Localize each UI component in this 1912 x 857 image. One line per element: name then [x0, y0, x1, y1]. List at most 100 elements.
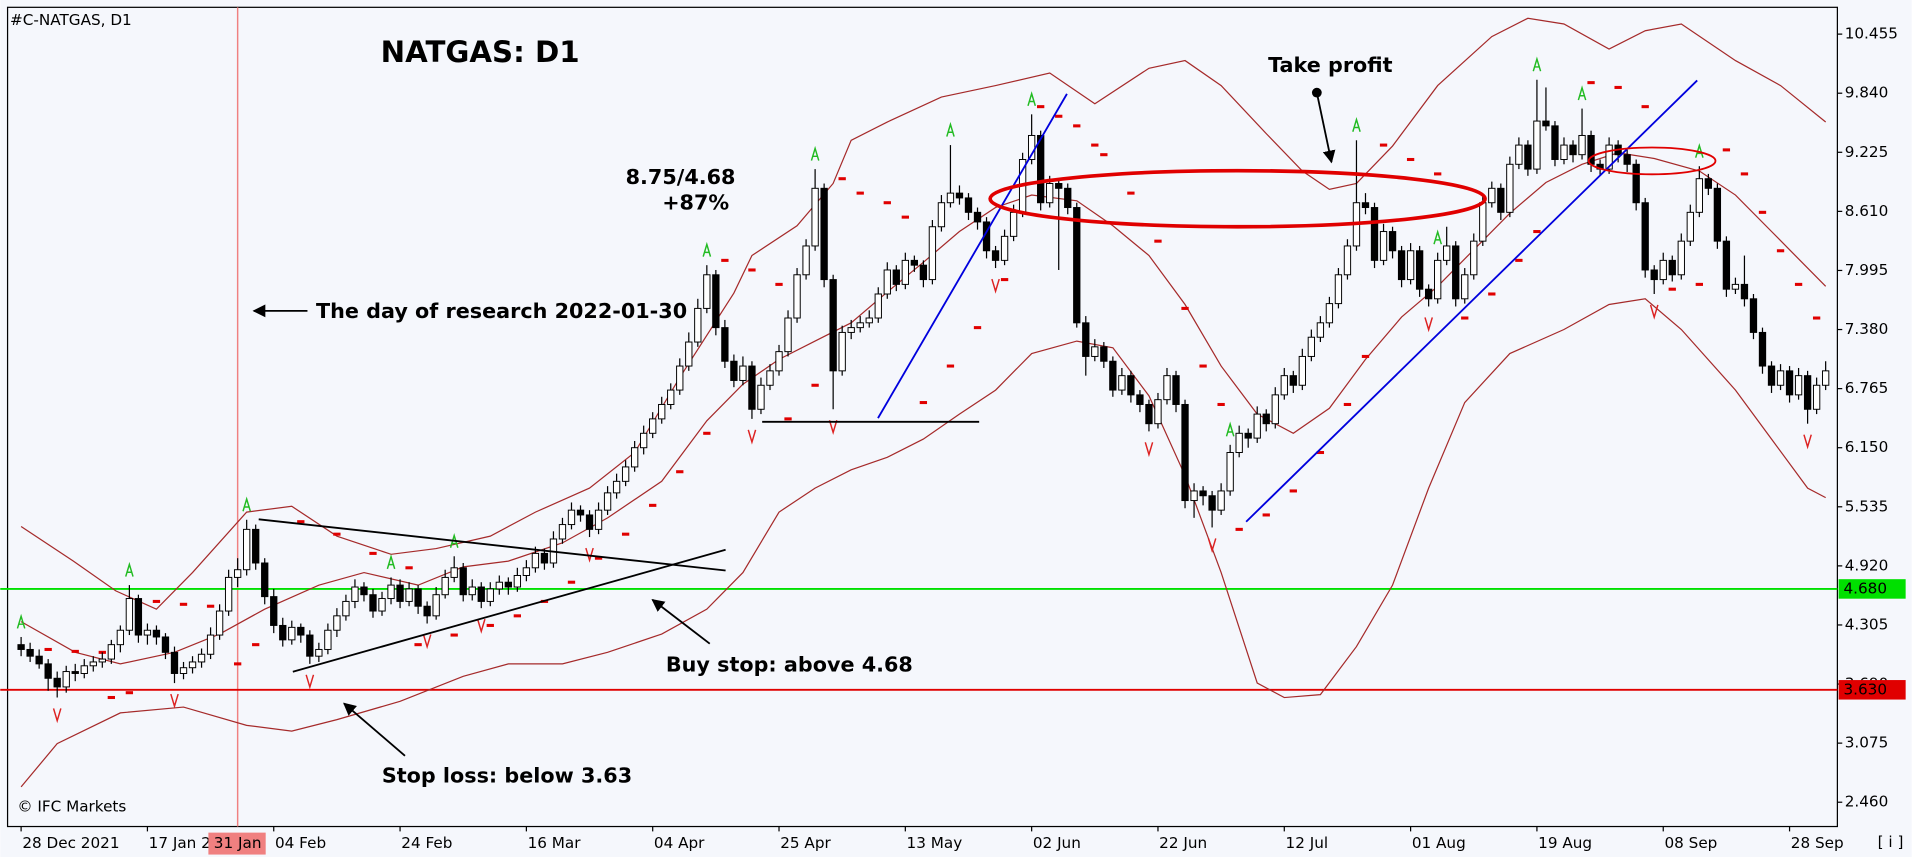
candle-body: [80, 665, 88, 674]
candle-body: [1812, 384, 1821, 410]
fractal-up: [125, 561, 134, 577]
candle-body: [640, 432, 648, 449]
candle-body: [1524, 144, 1532, 170]
candle-body: [324, 629, 332, 650]
fractal-down: [1803, 434, 1812, 450]
candle-body: [206, 634, 215, 655]
fractal-up: [1433, 229, 1443, 245]
candle-body: [612, 480, 621, 494]
candle-body: [197, 653, 206, 663]
candle-body: [558, 524, 567, 540]
candle-body: [1307, 336, 1316, 357]
candle-body: [991, 250, 1000, 261]
fractal-down: [476, 618, 486, 634]
candle-body: [1379, 231, 1388, 261]
y-tick-label: 6.150: [1845, 438, 1889, 456]
arrow: [1315, 92, 1336, 164]
fractal-up: [946, 121, 955, 137]
candle-body: [1154, 399, 1162, 425]
candle-body: [1650, 269, 1658, 281]
candle-body: [215, 610, 224, 636]
info-button[interactable]: [ i ]: [1878, 833, 1904, 851]
candle-body: [270, 596, 278, 626]
candle-body: [685, 341, 693, 367]
research-label: 31 Jan: [214, 834, 262, 852]
fractal-down: [170, 693, 179, 709]
candle-body: [865, 317, 873, 324]
candle-body: [495, 581, 503, 590]
candle-body: [1569, 144, 1577, 156]
candle-body: [243, 528, 251, 571]
candle-body: [721, 327, 729, 362]
candle-body: [1443, 245, 1451, 261]
y-tick-label: 7.995: [1845, 261, 1889, 279]
candle-body: [1298, 355, 1306, 386]
trend-line: [292, 548, 726, 673]
candle-body: [1461, 274, 1469, 300]
candle-body: [161, 636, 170, 653]
candle-body: [1190, 490, 1198, 502]
candle-body: [468, 586, 476, 596]
fractal-up: [810, 145, 820, 161]
candle-body: [170, 651, 179, 674]
x-tick-label: 13 May: [907, 834, 963, 852]
arrow: [651, 598, 711, 645]
candle-body: [928, 226, 937, 281]
candle-body: [1316, 322, 1325, 338]
trend-line: [877, 93, 1068, 419]
candle-body: [432, 594, 440, 617]
annotation: 8.75/4.68: [626, 165, 736, 189]
candle-body: [1470, 240, 1478, 276]
candle-body: [342, 600, 350, 617]
candle-body: [1794, 375, 1803, 396]
fractal-down: [1424, 317, 1434, 333]
candle-body: [1623, 154, 1631, 165]
x-tick-label: 25 Apr: [780, 834, 831, 852]
candle-body: [1334, 274, 1343, 305]
arrow: [343, 702, 406, 757]
candle-body: [1127, 375, 1135, 396]
candle-body: [838, 331, 846, 372]
candle-body: [1506, 163, 1514, 213]
candle-body: [1343, 245, 1352, 276]
candle-body: [441, 576, 449, 596]
candle-body: [1100, 346, 1108, 362]
x-tick-label: 02 Jun: [1033, 834, 1081, 852]
candle-body: [1415, 250, 1424, 290]
x-tick-label: 28 Dec 2021: [22, 834, 119, 852]
candle-body: [1109, 360, 1117, 391]
candle-body: [504, 581, 512, 588]
candle-body: [748, 365, 756, 410]
candle-body: [883, 269, 891, 295]
fractal-up: [449, 533, 459, 548]
candle-body: [1560, 144, 1568, 160]
candle-body: [1740, 283, 1749, 300]
candle-body: [576, 509, 585, 516]
candle-body: [26, 648, 34, 657]
x-tick-label: 08 Sep: [1664, 834, 1717, 852]
candle-body: [1497, 187, 1505, 213]
candle-body: [35, 655, 43, 665]
candle-body: [297, 626, 305, 636]
y-tick-label: 6.765: [1845, 379, 1889, 397]
candle-body: [116, 629, 125, 646]
candle-body: [53, 677, 61, 688]
candle-body: [540, 552, 549, 564]
candle-body: [1713, 187, 1722, 242]
fractal-up: [242, 496, 252, 512]
y-tick-label: 7.380: [1845, 320, 1889, 338]
y-tick-label: 9.840: [1845, 84, 1889, 102]
candle-body: [152, 629, 161, 638]
candle-body: [676, 365, 684, 391]
y-tick-label: 10.455: [1845, 25, 1898, 43]
candle-body: [62, 671, 70, 688]
fractal-up: [1225, 421, 1235, 437]
level-label-box: [1838, 579, 1906, 599]
candle-body: [1641, 202, 1649, 271]
candle-body: [17, 644, 25, 650]
x-tick-label: 28 Sep: [1791, 834, 1844, 852]
candle-body: [1488, 187, 1496, 204]
candle-body: [1199, 490, 1207, 497]
candle-body: [1118, 375, 1126, 391]
